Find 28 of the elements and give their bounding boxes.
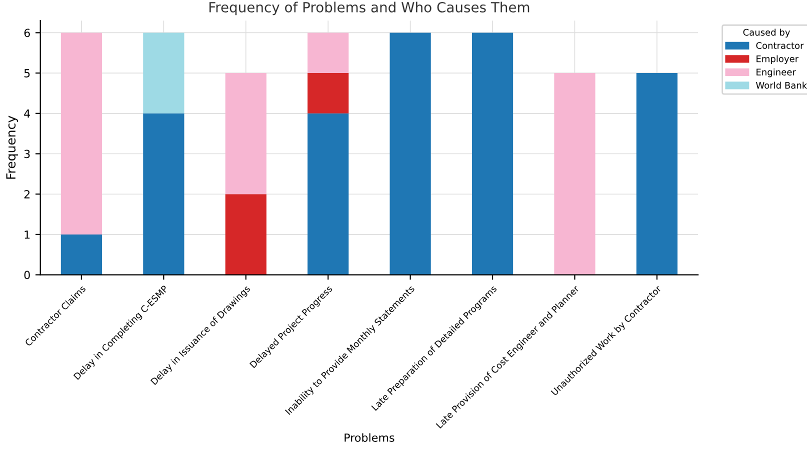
bar [636,73,678,275]
legend-label: World Bank [756,82,807,89]
y-tick-label: 0 [24,270,30,280]
legend-label: Employer [756,55,799,64]
chart-title: Frequency of Problems and Who Causes Them [209,2,530,16]
y-tick-label: 1 [24,230,30,239]
bar [143,113,184,275]
bar [60,234,102,275]
bar [554,73,596,275]
y-tick-label: 5 [24,69,30,78]
y-tick-label: 2 [24,190,30,198]
legend-label: Contractor [756,42,804,49]
y-axis-title: Frequency [6,116,18,179]
bar [390,32,431,275]
legend-label: Engineer [756,68,796,78]
bar [143,32,184,114]
y-tick-label: 6 [24,28,30,38]
bar [308,32,349,74]
bar [225,73,266,194]
bar [308,113,349,275]
bar [60,32,102,234]
bar [308,73,349,114]
legend-title: Caused by [743,28,790,38]
bar [472,32,514,275]
x-axis-title: Problems [344,433,394,442]
bar [225,194,266,275]
y-tick-label: 3 [24,150,30,158]
y-tick-label: 4 [24,110,30,118]
